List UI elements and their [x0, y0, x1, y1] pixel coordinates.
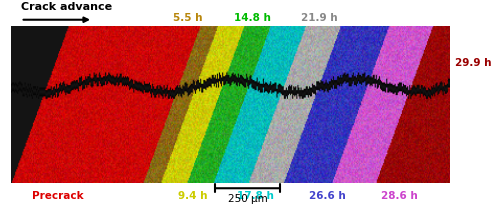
Text: 17.8 h: 17.8 h — [236, 191, 274, 201]
Text: 29.9 h: 29.9 h — [455, 58, 492, 68]
Text: 250 μm: 250 μm — [228, 194, 268, 204]
Text: 26.6 h: 26.6 h — [309, 191, 346, 201]
Text: 21.9 h: 21.9 h — [302, 13, 338, 23]
Text: Precrack: Precrack — [32, 191, 84, 201]
Text: Crack advance: Crack advance — [20, 2, 112, 12]
Text: 9.4 h: 9.4 h — [178, 191, 208, 201]
Text: 5.5 h: 5.5 h — [173, 13, 203, 23]
Text: 28.6 h: 28.6 h — [381, 191, 418, 201]
Text: 14.8 h: 14.8 h — [234, 13, 271, 23]
